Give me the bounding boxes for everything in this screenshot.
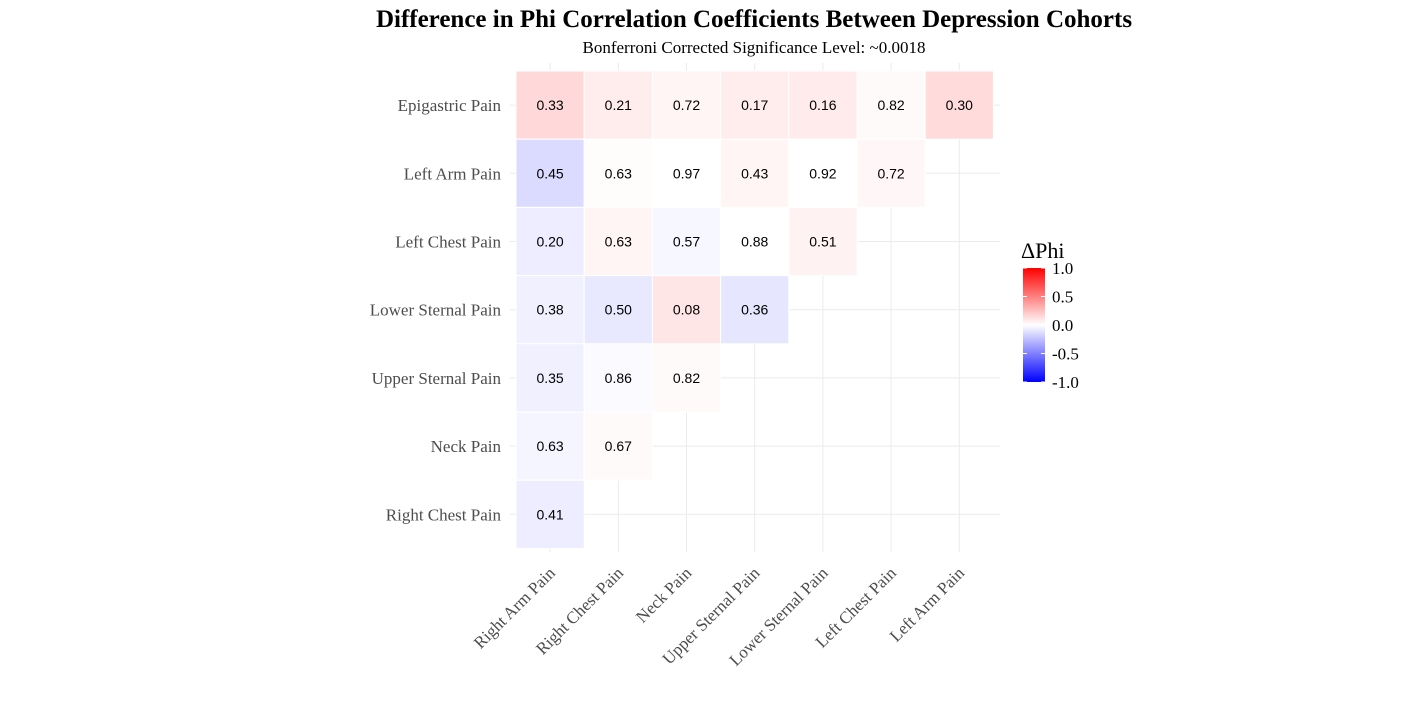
y-tick-label-neck-pain: Neck Pain [431, 437, 502, 456]
heatmap-cell-neck-pain-right-chest-pain [583, 411, 653, 481]
cell-label-left-chest-pain-neck-pain: 0.57 [673, 234, 700, 250]
heatmap-cell-left-arm-pain-left-chest-pain [856, 138, 926, 208]
legend-ticks: 1.0 0.5 0.0 -0.5 -1.0 [1023, 259, 1079, 392]
cell-label-epigastric-pain-right-chest-pain: 0.21 [605, 97, 632, 113]
cell-label-left-arm-pain-left-chest-pain: 0.72 [877, 165, 904, 181]
legend-tick-label: 0.5 [1052, 288, 1073, 307]
cell-label-epigastric-pain-neck-pain: 0.72 [673, 97, 700, 113]
cell-label-upper-sternal-pain-neck-pain: 0.82 [673, 370, 700, 386]
cell-label-lower-sternal-pain-right-arm-pain: 0.38 [536, 302, 563, 318]
heatmap-cell-left-arm-pain-lower-sternal-pain [788, 138, 858, 208]
heatmap-cell-epigastric-pain-left-arm-pain [924, 70, 994, 140]
cell-label-lower-sternal-pain-upper-sternal-pain: 0.36 [741, 302, 768, 318]
legend-tick-label: -0.5 [1052, 345, 1079, 364]
y-tick-label-lower-sternal-pain: Lower Sternal Pain [370, 301, 502, 320]
heatmap-cell-left-chest-pain-right-chest-pain [583, 206, 653, 277]
heatmap-cell-lower-sternal-pain-upper-sternal-pain [720, 275, 790, 345]
heatmap-cell-lower-sternal-pain-neck-pain [651, 275, 722, 345]
legend-colorbar [1023, 268, 1045, 382]
cell-label-left-arm-pain-upper-sternal-pain: 0.43 [741, 165, 768, 181]
heatmap-cell-left-chest-pain-lower-sternal-pain [788, 206, 858, 277]
heatmap-cell-upper-sternal-pain-neck-pain [651, 343, 722, 413]
legend-title: ΔPhi [1021, 238, 1065, 263]
cell-label-epigastric-pain-upper-sternal-pain: 0.17 [741, 97, 768, 113]
chart-subtitle: Bonferroni Corrected Significance Level:… [583, 38, 926, 57]
y-tick-label-upper-sternal-pain: Upper Sternal Pain [372, 369, 502, 388]
cell-label-lower-sternal-pain-neck-pain: 0.08 [673, 302, 700, 318]
cell-labels: 0.33 0.21 0.72 0.17 0.16 0.82 0.30 0.45 0.63 0.97… [536, 97, 973, 522]
y-tick-label-epigastric-pain: Epigastric Pain [398, 96, 502, 115]
cell-label-left-chest-pain-right-chest-pain: 0.63 [605, 234, 632, 250]
heatmap-cell-left-chest-pain-neck-pain [651, 206, 722, 277]
x-tick-label-neck-pain: Neck Pain [632, 563, 696, 627]
heatmap-cell-right-chest-pain-right-arm-pain [515, 479, 585, 549]
heatmap-cell-epigastric-pain-left-chest-pain [856, 70, 926, 140]
cell-label-epigastric-pain-right-arm-pain: 0.33 [536, 97, 563, 113]
legend-tick-label: -1.0 [1052, 373, 1079, 392]
cell-label-neck-pain-right-arm-pain: 0.63 [536, 438, 563, 454]
heatmap-cells [515, 70, 994, 549]
cell-label-epigastric-pain-lower-sternal-pain: 0.16 [809, 97, 836, 113]
color-legend: ΔPhi 1.0 0.5 0.0 -0.5 -1.0 [1021, 238, 1079, 392]
cell-label-left-arm-pain-lower-sternal-pain: 0.92 [809, 165, 836, 181]
cell-label-epigastric-pain-left-chest-pain: 0.82 [877, 97, 904, 113]
cell-label-lower-sternal-pain-right-chest-pain: 0.50 [605, 302, 632, 318]
chart-title: Difference in Phi Correlation Coefficien… [376, 6, 1132, 33]
cell-label-left-chest-pain-lower-sternal-pain: 0.51 [809, 234, 836, 250]
cell-label-left-chest-pain-upper-sternal-pain: 0.88 [741, 234, 768, 250]
cell-label-left-arm-pain-neck-pain: 0.97 [673, 165, 700, 181]
cell-label-left-arm-pain-right-chest-pain: 0.63 [605, 165, 632, 181]
cell-label-upper-sternal-pain-right-arm-pain: 0.35 [536, 370, 563, 386]
heatmap-cell-epigastric-pain-neck-pain [651, 70, 722, 140]
heatmap-cell-left-arm-pain-right-chest-pain [583, 138, 653, 208]
heatmap-cell-lower-sternal-pain-right-chest-pain [583, 275, 653, 345]
heatmap-cell-upper-sternal-pain-right-arm-pain [515, 343, 585, 413]
heatmap-cell-left-arm-pain-upper-sternal-pain [720, 138, 790, 208]
cell-label-right-chest-pain-right-arm-pain: 0.41 [536, 506, 563, 522]
cell-label-epigastric-pain-left-arm-pain: 0.30 [946, 97, 973, 113]
y-axis-tick-labels: Epigastric Pain Left Arm Pain Left Chest P… [370, 96, 502, 524]
y-tick-label-left-arm-pain: Left Arm Pain [404, 164, 502, 183]
cell-label-upper-sternal-pain-right-chest-pain: 0.86 [605, 370, 632, 386]
cell-label-neck-pain-right-chest-pain: 0.67 [605, 438, 632, 454]
heatmap-cell-upper-sternal-pain-right-chest-pain [583, 343, 653, 413]
cell-label-left-chest-pain-right-arm-pain: 0.20 [536, 234, 563, 250]
heatmap-cell-left-arm-pain-right-arm-pain [515, 138, 585, 208]
cell-label-left-arm-pain-right-arm-pain: 0.45 [536, 165, 563, 181]
y-tick-label-left-chest-pain: Left Chest Pain [395, 233, 501, 252]
y-tick-label-right-chest-pain: Right Chest Pain [386, 505, 502, 524]
heatmap-cell-neck-pain-right-arm-pain [515, 411, 585, 481]
heatmap-cell-left-arm-pain-neck-pain [651, 138, 722, 208]
legend-tick-label: 1.0 [1052, 259, 1073, 278]
legend-tick-label: 0.0 [1052, 316, 1073, 335]
